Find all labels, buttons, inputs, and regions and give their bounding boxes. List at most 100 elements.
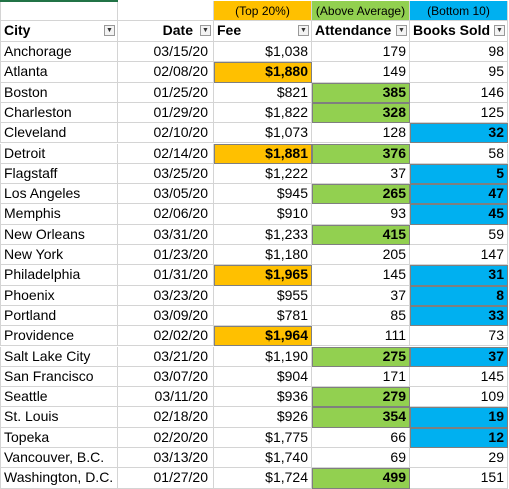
attendance-cell[interactable]: 171 (312, 366, 410, 388)
books-sold-cell[interactable]: 29 (410, 448, 508, 469)
city-cell[interactable]: Philadelphia (0, 265, 118, 286)
books-sold-cell[interactable]: 109 (410, 387, 508, 408)
blank-label-cell[interactable] (0, 1, 118, 21)
date-cell[interactable]: 02/10/20 (118, 123, 214, 144)
date-cell[interactable]: 02/14/20 (118, 143, 214, 164)
fee-cell[interactable]: $926 (214, 407, 312, 428)
books-sold-cell[interactable]: 59 (410, 224, 508, 245)
attendance-cell[interactable]: 179 (312, 42, 410, 63)
city-cell[interactable]: St. Louis (0, 407, 118, 428)
books-sold-cell[interactable]: 47 (410, 184, 508, 205)
fee-header[interactable]: Fee ▼ (214, 21, 312, 42)
fee-cell[interactable]: $1,822 (214, 102, 312, 124)
fee-cell[interactable]: $1,964 (214, 326, 312, 347)
above-average-rule-label[interactable]: (Above Average) (312, 1, 410, 21)
attendance-cell[interactable]: 328 (312, 102, 410, 124)
attendance-cell[interactable]: 37 (312, 285, 410, 306)
city-header[interactable]: City ▼ (0, 21, 118, 42)
city-cell[interactable]: New York (0, 245, 118, 266)
books-sold-cell[interactable]: 58 (410, 143, 508, 164)
books-sold-cell[interactable]: 98 (410, 42, 508, 63)
fee-cell[interactable]: $1,724 (214, 468, 312, 489)
date-cell[interactable]: 02/02/20 (118, 326, 214, 347)
attendance-cell[interactable]: 205 (312, 245, 410, 266)
city-cell[interactable]: Washington, D.C. (0, 468, 118, 489)
attendance-cell[interactable]: 376 (312, 143, 410, 164)
city-cell[interactable]: Seattle (0, 387, 118, 408)
top20-rule-label[interactable]: (Top 20%) (214, 1, 312, 21)
fee-cell[interactable]: $1,180 (214, 245, 312, 266)
attendance-cell[interactable]: 354 (312, 407, 410, 428)
fee-cell[interactable]: $904 (214, 366, 312, 388)
date-cell[interactable]: 02/18/20 (118, 407, 214, 428)
books-sold-cell[interactable]: 146 (410, 82, 508, 103)
fee-cell[interactable]: $1,881 (214, 143, 312, 164)
city-cell[interactable]: Providence (0, 326, 118, 347)
date-cell[interactable]: 03/07/20 (118, 366, 214, 388)
fee-cell[interactable]: $1,775 (214, 427, 312, 448)
city-cell[interactable]: Anchorage (0, 42, 118, 63)
books-sold-cell[interactable]: 95 (410, 62, 508, 83)
date-cell[interactable]: 03/15/20 (118, 42, 214, 63)
attendance-cell[interactable]: 415 (312, 224, 410, 245)
fee-cell[interactable]: $1,222 (214, 163, 312, 185)
attendance-cell[interactable]: 37 (312, 163, 410, 185)
filter-dropdown-icon[interactable]: ▼ (200, 25, 211, 36)
date-cell[interactable]: 01/25/20 (118, 82, 214, 103)
date-cell[interactable]: 03/09/20 (118, 305, 214, 327)
attendance-cell[interactable]: 85 (312, 305, 410, 327)
books-sold-cell[interactable]: 37 (410, 346, 508, 367)
date-cell[interactable]: 02/08/20 (118, 62, 214, 83)
fee-cell[interactable]: $821 (214, 82, 312, 103)
date-cell[interactable]: 01/23/20 (118, 245, 214, 266)
fee-cell[interactable]: $1,233 (214, 224, 312, 245)
city-cell[interactable]: Vancouver, B.C. (0, 448, 118, 469)
bottom10-rule-label[interactable]: (Bottom 10) (410, 1, 508, 21)
books-sold-cell[interactable]: 31 (410, 265, 508, 286)
city-cell[interactable]: Memphis (0, 204, 118, 225)
date-cell[interactable]: 03/21/20 (118, 346, 214, 367)
books-sold-cell[interactable]: 45 (410, 204, 508, 225)
blank-label-cell[interactable] (118, 1, 214, 21)
city-cell[interactable]: Flagstaff (0, 163, 118, 185)
date-cell[interactable]: 03/11/20 (118, 387, 214, 408)
date-cell[interactable]: 02/06/20 (118, 204, 214, 225)
filter-dropdown-icon[interactable]: ▼ (396, 25, 407, 36)
city-cell[interactable]: Los Angeles (0, 184, 118, 205)
attendance-cell[interactable]: 128 (312, 123, 410, 144)
date-cell[interactable]: 03/13/20 (118, 448, 214, 469)
attendance-cell[interactable]: 385 (312, 82, 410, 103)
date-cell[interactable]: 02/20/20 (118, 427, 214, 448)
attendance-cell[interactable]: 149 (312, 62, 410, 83)
sort-filter-icon[interactable]: ▼ (104, 25, 115, 36)
books-sold-cell[interactable]: 145 (410, 366, 508, 388)
fee-cell[interactable]: $955 (214, 285, 312, 306)
books-sold-cell[interactable]: 19 (410, 407, 508, 428)
city-cell[interactable]: Atlanta (0, 62, 118, 83)
attendance-cell[interactable]: 265 (312, 184, 410, 205)
books-sold-cell[interactable]: 5 (410, 163, 508, 185)
city-cell[interactable]: Phoenix (0, 285, 118, 306)
attendance-cell[interactable]: 275 (312, 346, 410, 367)
fee-cell[interactable]: $1,740 (214, 448, 312, 469)
books-sold-cell[interactable]: 73 (410, 326, 508, 347)
attendance-cell[interactable]: 93 (312, 204, 410, 225)
fee-cell[interactable]: $910 (214, 204, 312, 225)
city-cell[interactable]: San Francisco (0, 366, 118, 388)
books-sold-cell[interactable]: 8 (410, 285, 508, 306)
city-cell[interactable]: Topeka (0, 427, 118, 448)
books-sold-cell[interactable]: 151 (410, 468, 508, 489)
attendance-cell[interactable]: 145 (312, 265, 410, 286)
fee-cell[interactable]: $1,190 (214, 346, 312, 367)
books-sold-header[interactable]: Books Sold ▼ (410, 21, 508, 42)
date-cell[interactable]: 03/23/20 (118, 285, 214, 306)
fee-cell[interactable]: $936 (214, 387, 312, 408)
attendance-cell[interactable]: 111 (312, 326, 410, 347)
attendance-header[interactable]: Attendance ▼ (312, 21, 410, 42)
date-cell[interactable]: 03/25/20 (118, 163, 214, 185)
filter-dropdown-icon[interactable]: ▼ (298, 25, 309, 36)
date-cell[interactable]: 03/31/20 (118, 224, 214, 245)
city-cell[interactable]: Portland (0, 305, 118, 327)
fee-cell[interactable]: $1,073 (214, 123, 312, 144)
fee-cell[interactable]: $1,965 (214, 265, 312, 286)
